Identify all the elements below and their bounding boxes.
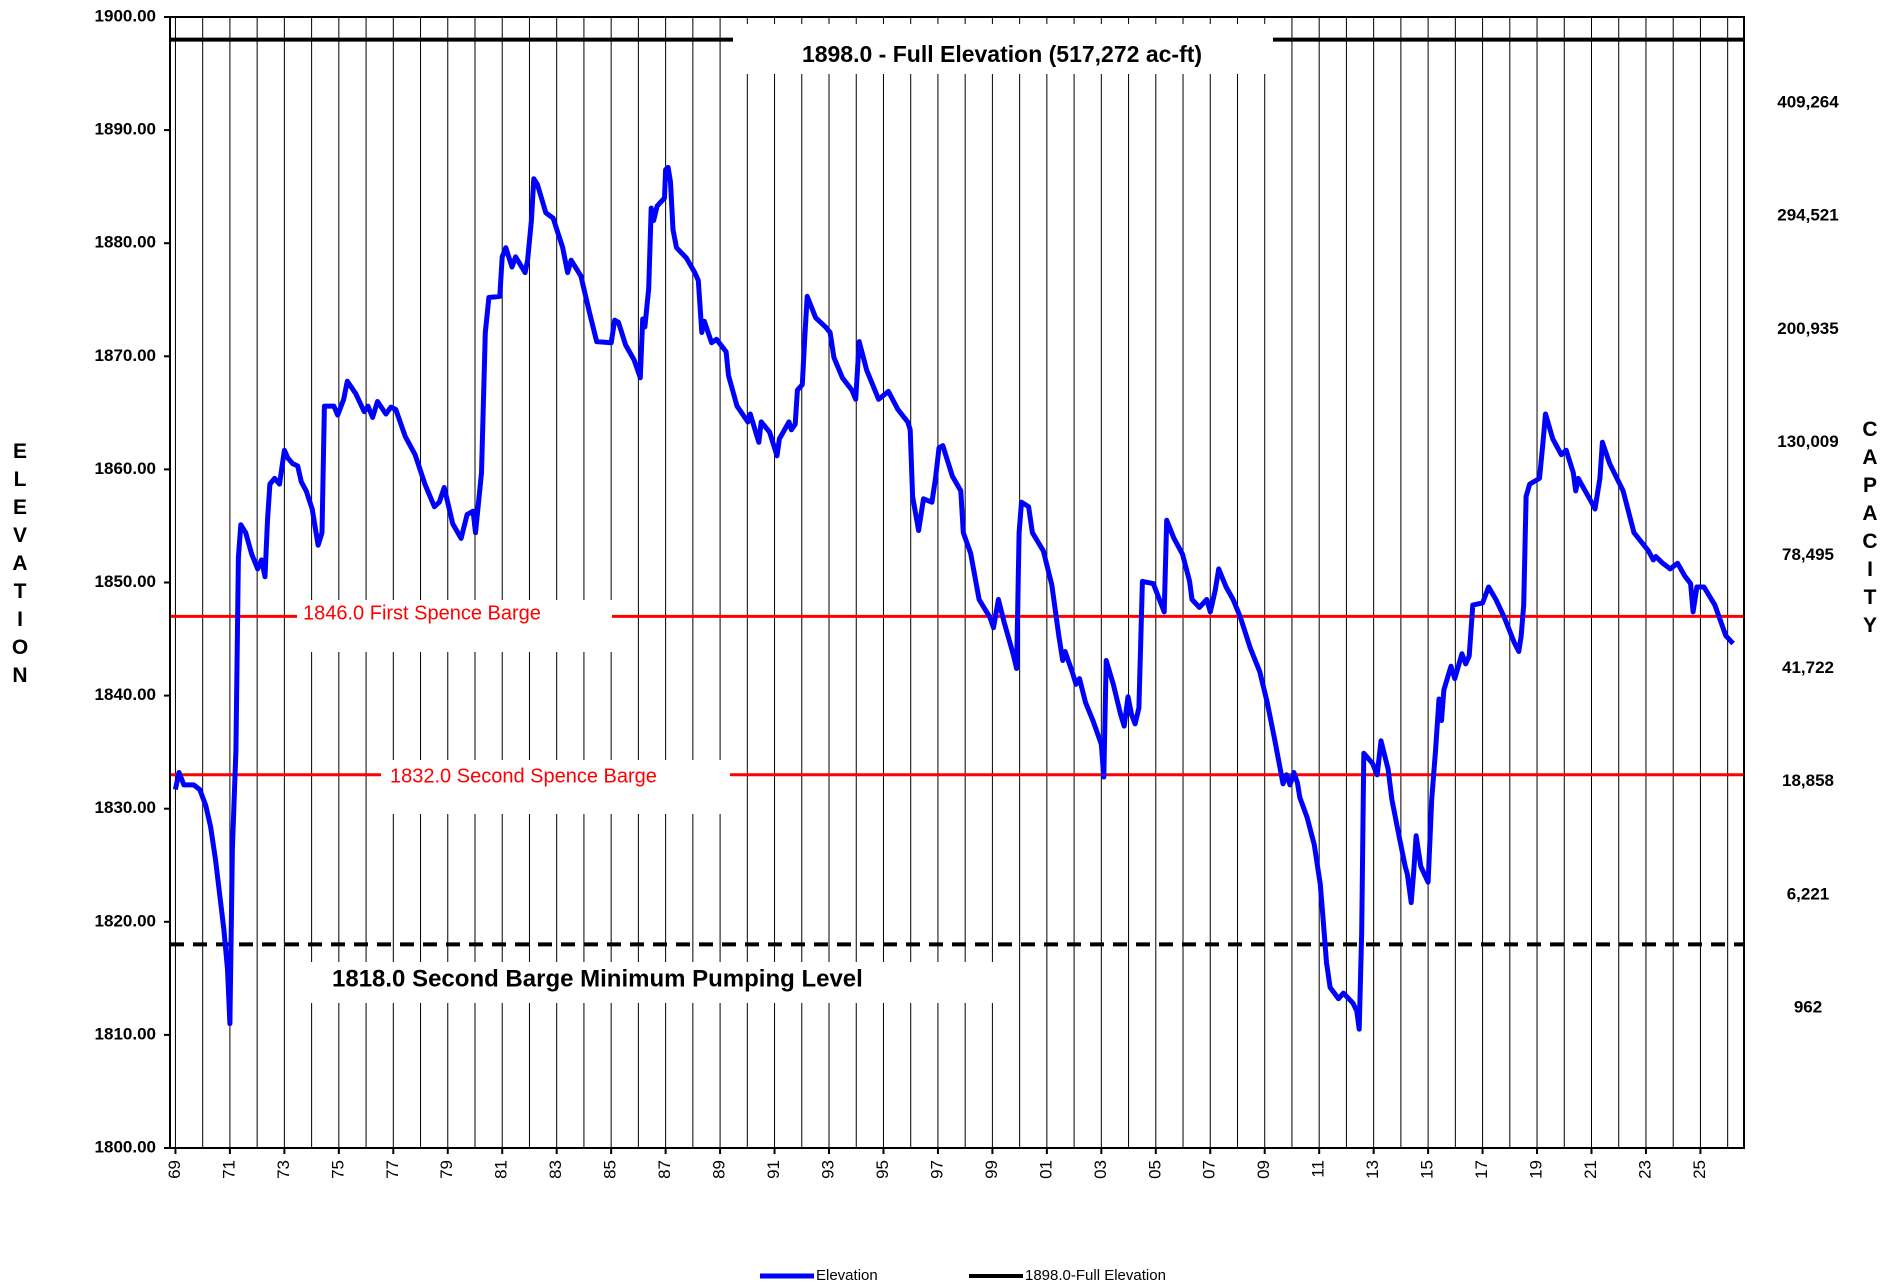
- y-tick-label: 1820.00: [95, 911, 156, 930]
- x-tick-label: 83: [546, 1160, 565, 1179]
- capacity-tick-label: 78,495: [1782, 545, 1834, 564]
- x-tick-label: 11: [1309, 1160, 1328, 1178]
- x-tick-label: 91: [764, 1160, 783, 1179]
- axis-title-letter: C: [1862, 530, 1877, 553]
- x-tick-label: 13: [1363, 1160, 1382, 1179]
- y-tick-label: 1880.00: [95, 233, 156, 252]
- axis-title-letter: O: [12, 636, 28, 659]
- x-tick-label: 73: [274, 1160, 293, 1179]
- x-tick-label: 99: [982, 1160, 1001, 1179]
- axis-title-letter: N: [12, 664, 27, 687]
- x-tick-label: 07: [1200, 1160, 1219, 1179]
- axis-title-letter: A: [1862, 502, 1877, 525]
- y-tick-label: 1890.00: [95, 120, 156, 139]
- x-tick-label: 19: [1527, 1160, 1546, 1179]
- x-tick-label: 79: [437, 1160, 456, 1179]
- capacity-tick-label: 18,858: [1782, 771, 1834, 790]
- y-tick-label: 1860.00: [95, 459, 156, 478]
- x-tick-label: 71: [219, 1160, 238, 1179]
- x-tick-label: 87: [655, 1160, 674, 1179]
- axis-title-letter: T: [14, 580, 27, 603]
- y-tick-label: 1830.00: [95, 798, 156, 817]
- x-tick-label: 69: [165, 1160, 184, 1179]
- legend-label: Elevation: [816, 1267, 878, 1284]
- axis-title-letter: C: [1862, 418, 1877, 441]
- y-tick-label: 1900.00: [95, 6, 156, 25]
- capacity-tick-label: 200,935: [1777, 319, 1838, 338]
- axis-title-letter: E: [13, 440, 27, 463]
- label-box: [733, 24, 1273, 74]
- series-line: [172, 164, 1735, 1032]
- x-tick-label: 97: [927, 1160, 946, 1179]
- capacity-tick-label: 294,521: [1777, 206, 1838, 225]
- x-tick-label: 15: [1418, 1160, 1437, 1179]
- label-box: [297, 600, 612, 652]
- y-tick-label: 1870.00: [95, 346, 156, 365]
- axis-title-letter: E: [13, 496, 27, 519]
- axis-title-letter: A: [1862, 446, 1877, 469]
- x-tick-label: 23: [1635, 1160, 1654, 1179]
- axis-title-letter: I: [17, 608, 23, 631]
- x-tick-label: 89: [710, 1160, 729, 1179]
- reference-label: 1846.0 First Spence Barge: [303, 602, 541, 624]
- axis-title-letter: I: [1867, 558, 1873, 581]
- label-box: [303, 962, 993, 1003]
- reference-label: 1832.0 Second Spence Barge: [390, 765, 657, 787]
- capacity-tick-label: 130,009: [1777, 432, 1838, 451]
- label-box: [381, 760, 730, 814]
- x-tick-label: 77: [383, 1160, 402, 1179]
- x-tick-label: 81: [492, 1160, 511, 1179]
- x-tick-label: 01: [1036, 1160, 1055, 1179]
- axis-title-letter: L: [14, 468, 27, 491]
- y-tick-label: 1800.00: [95, 1137, 156, 1156]
- axis-title-letter: A: [12, 552, 27, 575]
- capacity-tick-label: 6,221: [1787, 884, 1830, 903]
- x-tick-label: 09: [1254, 1160, 1273, 1179]
- axis-title-letter: P: [1863, 474, 1877, 497]
- reference-label: 1818.0 Second Barge Minimum Pumping Leve…: [332, 965, 863, 992]
- x-tick-label: 75: [328, 1160, 347, 1179]
- x-tick-label: 93: [818, 1160, 837, 1179]
- reference-label: 1898.0 - Full Elevation (517,272 ac-ft): [802, 41, 1202, 67]
- axis-title-letter: T: [1864, 586, 1877, 609]
- y-tick-label: 1850.00: [95, 572, 156, 591]
- x-tick-label: 05: [1145, 1160, 1164, 1179]
- capacity-tick-label: 41,722: [1782, 658, 1834, 677]
- capacity-tick-label: 409,264: [1777, 93, 1839, 112]
- x-tick-label: 95: [873, 1160, 892, 1179]
- x-tick-label: 85: [601, 1160, 620, 1179]
- axis-title-letter: Y: [1863, 614, 1877, 637]
- x-tick-label: 03: [1091, 1160, 1110, 1179]
- x-tick-label: 25: [1690, 1160, 1709, 1179]
- axis-title-letter: V: [13, 524, 27, 547]
- y-tick-label: 1810.00: [95, 1024, 156, 1043]
- capacity-tick-label: 962: [1794, 997, 1822, 1016]
- y-tick-label: 1840.00: [95, 685, 156, 704]
- x-tick-label: 21: [1581, 1160, 1600, 1179]
- legend-label: 1898.0-Full Elevation: [1025, 1267, 1166, 1284]
- x-tick-label: 17: [1472, 1160, 1491, 1179]
